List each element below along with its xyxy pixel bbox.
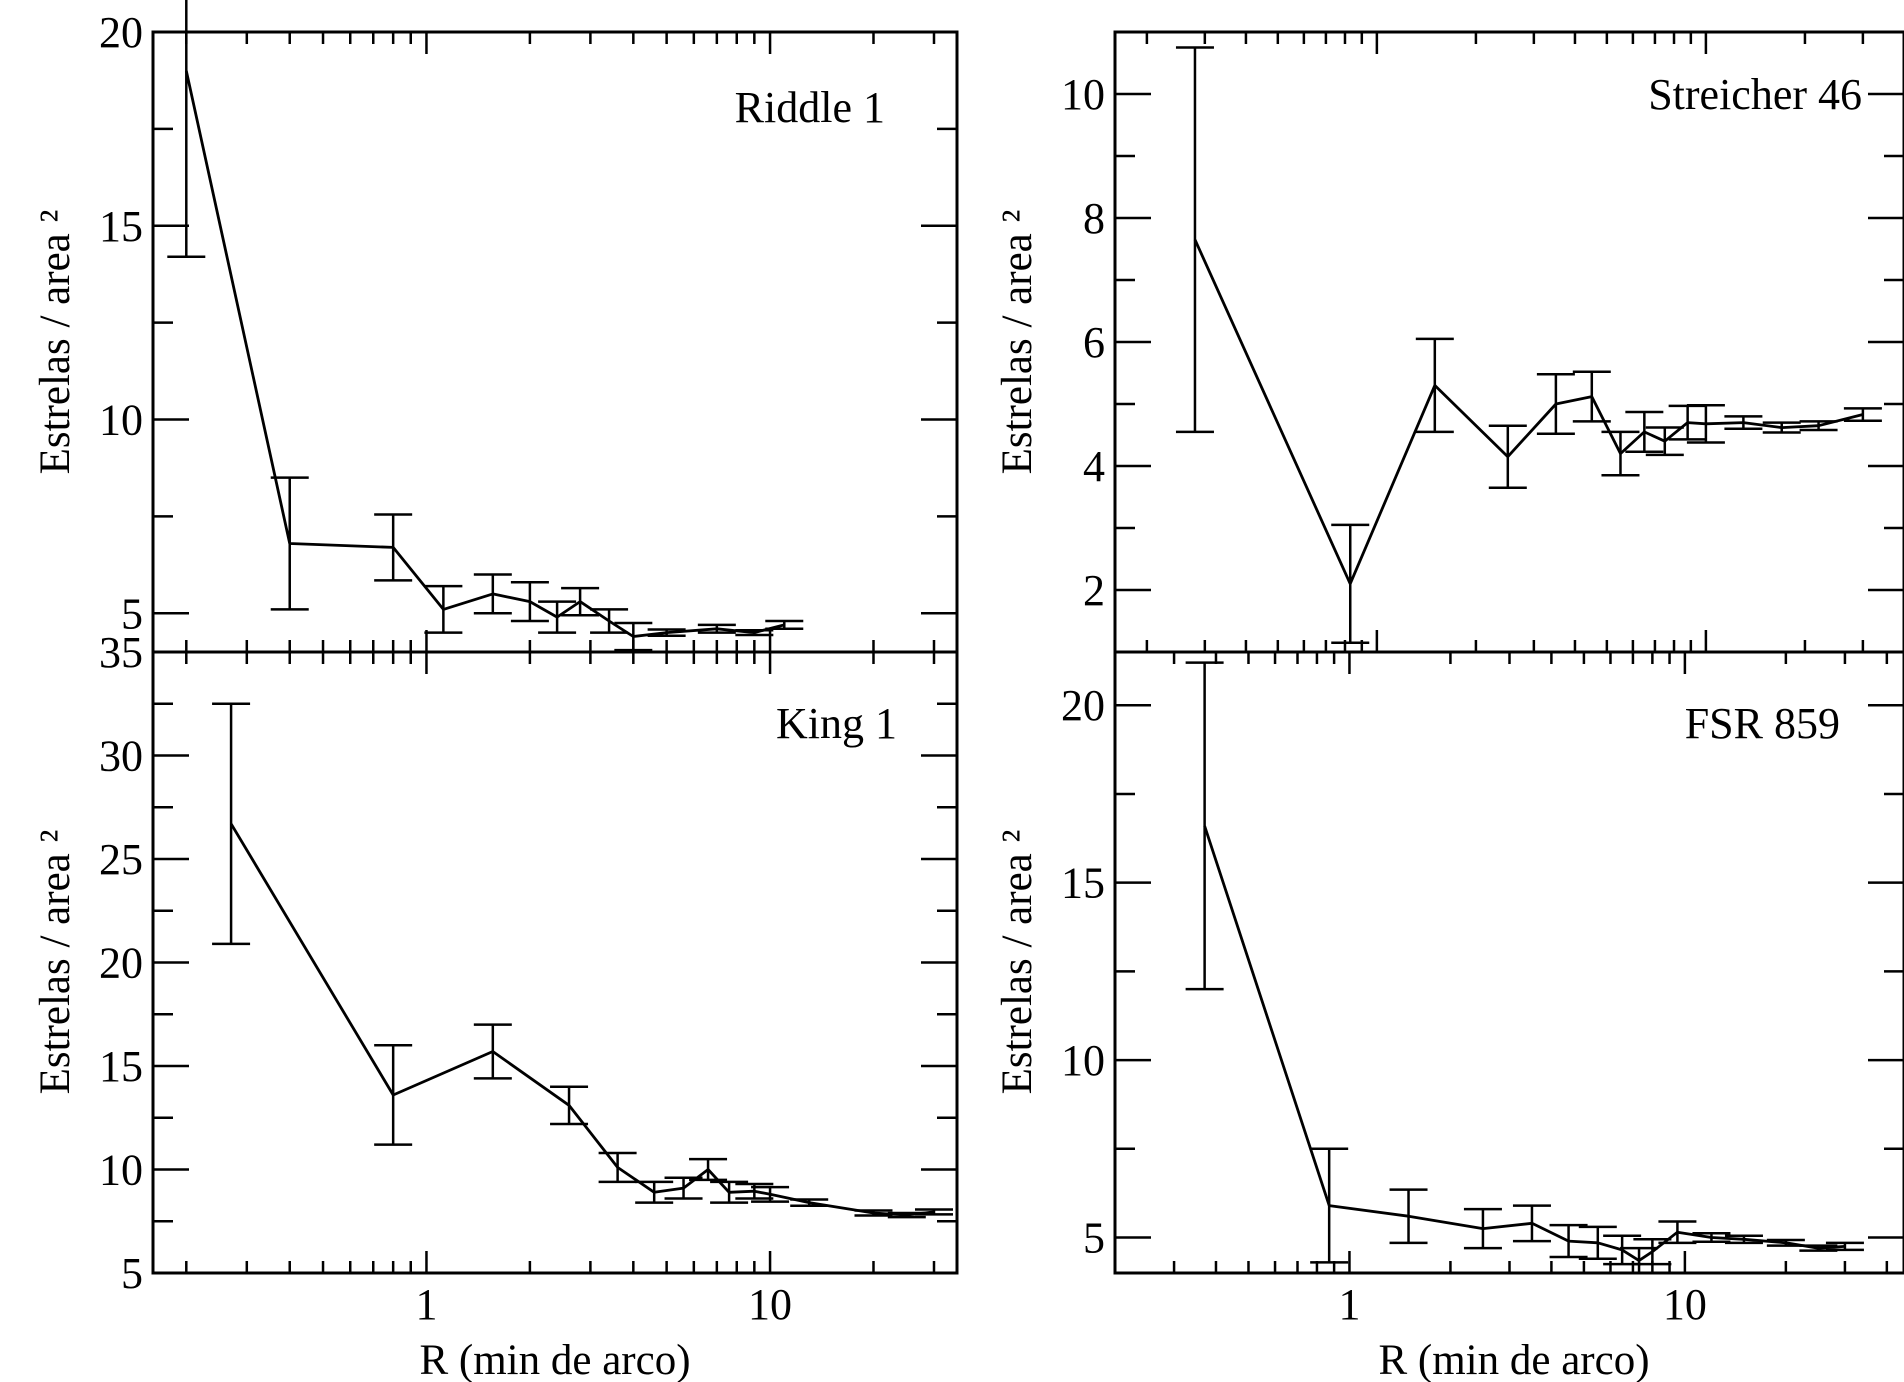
x-tick-label: 1	[1338, 1280, 1360, 1329]
y-axis-title: Estrelas / area ²	[994, 210, 1041, 475]
y-tick-label: 30	[99, 732, 143, 781]
x-tick-label: 10	[1663, 1280, 1707, 1329]
y-axis-title: Estrelas / area ²	[32, 830, 79, 1095]
data-marks	[1185, 661, 1864, 1275]
y-tick-label: 8	[1083, 194, 1105, 243]
density-profile-line	[184, 70, 785, 638]
panel-title: Riddle 1	[735, 83, 885, 132]
panel-king-1: 5 10 15 20 25 30 35 1 10 King 1 Estrelas / area …	[32, 628, 959, 1382]
data-marks	[212, 702, 953, 1219]
panel-title: Streicher 46	[1648, 70, 1862, 119]
y-tick-label: 2	[1083, 566, 1105, 615]
y-tick-label: 20	[99, 8, 143, 57]
y-tick-label: 5	[121, 589, 143, 638]
y-tick-label: 15	[99, 1042, 143, 1091]
y-tick-label: 20	[1061, 681, 1105, 730]
panel-title: FSR 859	[1685, 699, 1840, 748]
y-tick-label: 25	[99, 835, 143, 884]
y-tick-label: 15	[1061, 859, 1105, 908]
y-axis-title: Estrelas / area ²	[32, 210, 79, 475]
y-tick-label: 5	[121, 1249, 143, 1298]
y-tick-label: 4	[1083, 442, 1105, 491]
y-tick-label: 5	[1083, 1214, 1105, 1263]
data-marks	[167, 0, 804, 652]
panel-title: King 1	[776, 699, 897, 748]
tick-labels: 5 10 15 20 25 30 35 1 10	[99, 628, 792, 1329]
x-tick-label: 10	[748, 1280, 792, 1329]
y-tick-label: 10	[1061, 70, 1105, 119]
axis-ticks	[1115, 32, 1904, 652]
axis-ticks	[1115, 652, 1904, 1273]
y-tick-label: 10	[1061, 1036, 1105, 1085]
data-marks	[1175, 46, 1882, 644]
panel-riddle-1: 5 10 15 20 Riddle 1 Estrelas / area ²	[32, 0, 959, 654]
axis-ticks	[153, 32, 957, 652]
y-tick-label: 10	[99, 1146, 143, 1195]
y-tick-label: 10	[99, 396, 143, 445]
y-tick-label: 15	[99, 202, 143, 251]
x-tick-label: 1	[415, 1280, 437, 1329]
density-profile-line	[229, 823, 935, 1217]
axis-ticks	[153, 652, 957, 1273]
y-tick-label: 20	[99, 939, 143, 988]
y-tick-label: 6	[1083, 318, 1105, 367]
density-profile-line	[1193, 239, 1864, 586]
tick-labels: 5 10 15 20 1 10	[1061, 681, 1707, 1329]
density-profile-line	[1203, 825, 1845, 1262]
y-tick-label: 35	[99, 628, 143, 677]
x-axis-title: R (min de arco)	[1378, 1337, 1649, 1382]
x-axis-title: R (min de arco)	[419, 1337, 690, 1382]
panel-fsr-859: 5 10 15 20 1 10 FSR 859 Estrelas / area ² R (…	[994, 650, 1904, 1382]
y-axis-title: Estrelas / area ²	[994, 830, 1041, 1095]
plot-frame	[1113, 30, 1904, 654]
tick-labels: 5 10 15 20	[99, 8, 143, 638]
panel-streicher-46: 2 4 6 8 10 Streicher 46 Estrelas / area ²	[994, 30, 1904, 654]
tick-labels: 2 4 6 8 10	[1061, 70, 1105, 615]
